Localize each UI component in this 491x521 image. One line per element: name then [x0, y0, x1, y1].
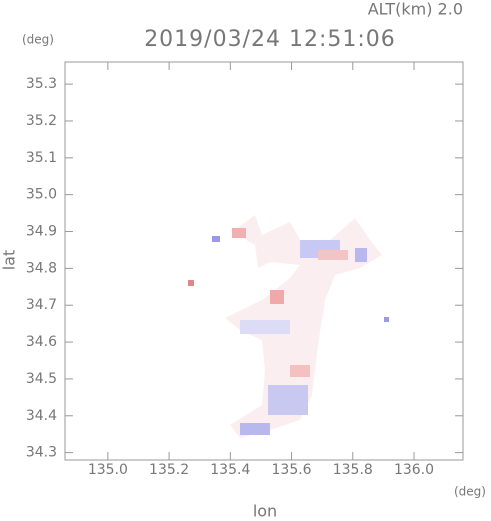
x-tick-label: 135.6: [272, 462, 312, 478]
y-tick-label: 34.8: [26, 260, 57, 276]
echo-cell: [270, 290, 284, 304]
echo-cell: [232, 228, 246, 238]
x-tick-label: 135.0: [88, 462, 128, 478]
y-tick-label: 34.9: [26, 224, 57, 240]
x-axis-label: lon: [253, 502, 277, 521]
x-tick-label: 136.0: [394, 462, 434, 478]
echo-cell: [240, 423, 270, 435]
y-tick-label: 35.1: [26, 150, 57, 166]
y-tick-label: 34.5: [26, 371, 57, 387]
echo-cell: [212, 236, 220, 242]
y-tick-label: 34.6: [26, 334, 57, 350]
y-unit: (deg): [22, 33, 54, 47]
y-tick-label: 35.3: [26, 76, 57, 92]
echo-cell: [355, 248, 367, 262]
y-tick-label: 35.0: [26, 187, 57, 203]
echo-cell: [318, 250, 348, 260]
x-unit: (deg): [454, 485, 486, 499]
x-tick-label: 135.8: [333, 462, 373, 478]
echo-cell: [240, 320, 290, 334]
y-tick-label: 34.7: [26, 297, 57, 313]
y-axis-label: lat: [0, 250, 19, 271]
y-tick-label: 34.4: [26, 408, 57, 424]
x-tick-label: 135.2: [149, 462, 189, 478]
altitude-label: ALT(km) 2.0: [368, 0, 463, 19]
plot-frame: [64, 61, 464, 461]
echo-cell: [268, 385, 308, 415]
echo-cell: [290, 365, 310, 377]
echo-cell: [384, 317, 389, 322]
echo-field: [188, 215, 389, 438]
chart-title: 2019/03/24 12:51:06: [144, 27, 396, 52]
x-tick-label: 135.4: [210, 462, 250, 478]
y-tick-label: 35.2: [26, 113, 57, 129]
echo-cell: [188, 280, 194, 286]
y-tick-label: 34.3: [26, 445, 57, 461]
echo-region: [225, 215, 382, 438]
